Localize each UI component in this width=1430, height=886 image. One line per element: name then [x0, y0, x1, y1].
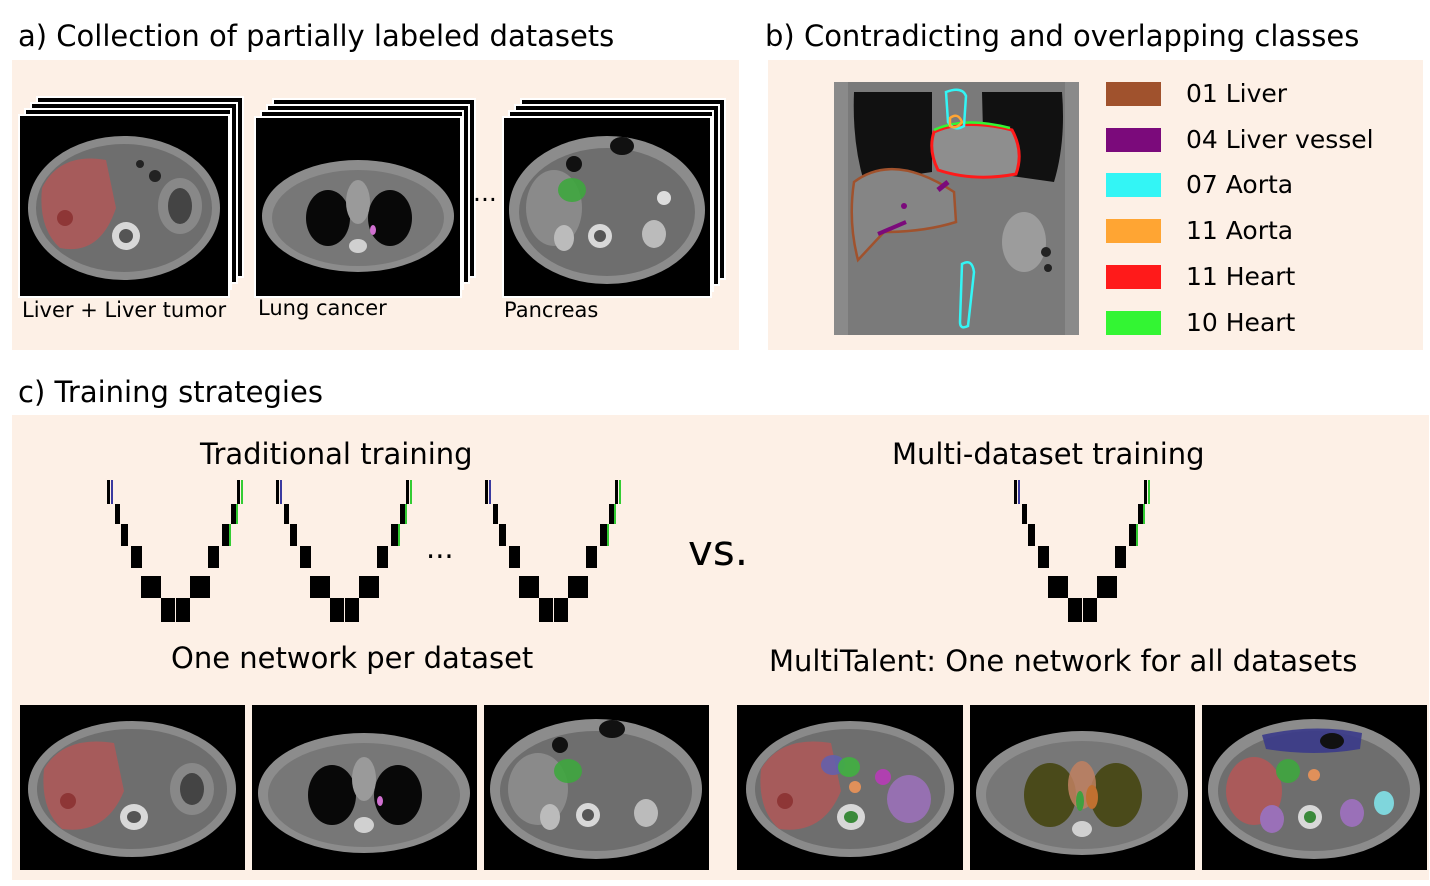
legend-label: 11 Heart — [1186, 262, 1296, 291]
datasets-ellipsis: ... — [473, 178, 497, 207]
legend-label: 07 Aorta — [1186, 170, 1294, 199]
dataset-label-liver: Liver + Liver tumor — [22, 298, 227, 322]
legend-swatch — [1106, 265, 1161, 289]
result-ct-lung-multitalent — [970, 705, 1195, 870]
legend-label: 10 Heart — [1186, 308, 1296, 337]
dataset-label-pancreas: Pancreas — [504, 298, 599, 322]
ct-coronal-slice — [834, 82, 1079, 335]
traditional-training-caption: One network per dataset — [171, 641, 534, 675]
legend-swatch — [1106, 173, 1161, 197]
result-ct-lung-traditional — [252, 705, 477, 870]
panel-b-title: b) Contradicting and overlapping classes — [765, 19, 1360, 53]
result-ct-liver-multitalent — [737, 705, 963, 870]
unet-diagram — [1014, 480, 1150, 622]
networks-ellipsis: ... — [426, 531, 454, 565]
legend-swatch — [1106, 219, 1161, 243]
result-ct-pancreas-multitalent — [1202, 705, 1427, 870]
versus-label: vs. — [688, 526, 749, 575]
unet-diagram — [107, 480, 243, 622]
ct-slice-lung — [254, 116, 462, 298]
traditional-training-heading: Traditional training — [200, 437, 473, 471]
legend-label: 11 Aorta — [1186, 216, 1294, 245]
legend-label: 01 Liver — [1186, 79, 1288, 108]
multi-dataset-training-heading: Multi-dataset training — [892, 437, 1205, 471]
ct-slice-pancreas — [502, 116, 712, 298]
legend-swatch — [1106, 128, 1161, 152]
result-ct-pancreas-traditional — [484, 705, 709, 870]
panel-c-title: c) Training strategies — [18, 375, 323, 409]
result-ct-liver-traditional — [20, 705, 245, 870]
ct-slice-liver — [18, 114, 230, 298]
legend-swatch — [1106, 311, 1161, 335]
legend-label: 04 Liver vessel — [1186, 125, 1374, 154]
multitalent-caption: MultiTalent: One network for all dataset… — [769, 644, 1358, 678]
legend-swatch — [1106, 82, 1161, 106]
dataset-label-lung: Lung cancer — [258, 296, 387, 320]
panel-a-title: a) Collection of partially labeled datas… — [18, 19, 615, 53]
unet-diagram — [485, 480, 621, 622]
unet-diagram — [276, 480, 412, 622]
